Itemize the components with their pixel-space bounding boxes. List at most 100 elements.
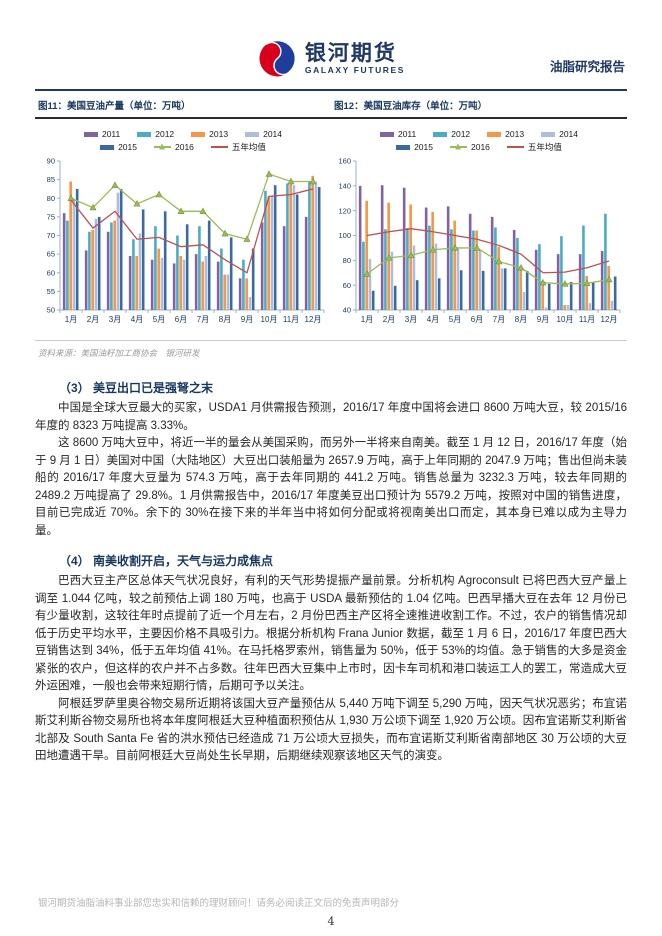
report-body: （3） 美豆出口已是强弩之末 中国是全球大豆最大的买家，USDA1 月供需报告预…: [35, 379, 627, 766]
legend-swatch: [396, 144, 411, 150]
legend-item: 2014: [245, 129, 282, 139]
legend-row: 2015 2016 五年均值: [396, 141, 562, 153]
svg-text:11月: 11月: [579, 315, 595, 324]
svg-text:1月: 1月: [361, 315, 373, 324]
fig11-title: 图11：美国豆油产量（单位：万吨）: [38, 101, 191, 112]
legend-item: 2016: [449, 141, 490, 153]
legend-item: 2015: [100, 141, 137, 153]
section-4-heading: （4） 南美收割开启，天气与运力成焦点: [59, 554, 274, 568]
svg-text:70: 70: [47, 231, 55, 240]
fig12-title: 图12：美国豆油库存（单位：万吨）: [334, 101, 488, 112]
fig11-legend: 2011 2012 2013 2014 2015 2016 五年均值: [35, 129, 331, 153]
svg-text:140: 140: [338, 181, 351, 190]
legend-line: [506, 146, 524, 148]
legend-label: 2014: [263, 129, 283, 139]
svg-text:2月: 2月: [383, 315, 395, 324]
galaxy-swirl-icon: [259, 39, 297, 77]
svg-text:7月: 7月: [493, 315, 505, 324]
legend-item: 2011: [83, 129, 120, 139]
svg-text:5月: 5月: [153, 315, 165, 324]
svg-text:2月: 2月: [87, 315, 99, 324]
svg-text:80: 80: [343, 256, 351, 265]
logo-text: 银河期货 GALAXY FUTURES: [304, 41, 406, 75]
legend-line-marker: [449, 143, 467, 150]
legend-swatch: [137, 131, 152, 137]
svg-text:5月: 5月: [449, 315, 461, 324]
legend-label: 2014: [559, 129, 579, 139]
svg-text:60: 60: [343, 281, 351, 290]
section-4-paragraph-1: 巴西大豆主产区总体天气状况良好，有利的天气形势提振产量前景。分析机构 Agroc…: [35, 575, 627, 692]
chart-plot: 50 55 60 65 70 75 80 85 90 1月 2月 3月 4月 5月 6月 7月 8月 9月 10月 1…: [47, 157, 325, 324]
legend-swatch: [83, 131, 98, 137]
logo-english-name: GALAXY FUTURES: [304, 64, 406, 75]
svg-text:4月: 4月: [131, 315, 143, 324]
legend-label: 五年均值: [527, 142, 562, 152]
svg-text:1月: 1月: [65, 315, 77, 324]
legend-item: 2012: [137, 129, 174, 139]
legend-swatch: [191, 131, 206, 137]
legend-label: 2016: [470, 142, 490, 152]
legend-item: 2016: [153, 141, 194, 153]
page-number: 4: [327, 915, 335, 928]
triangle-marker-icon: [159, 143, 166, 150]
svg-text:9月: 9月: [537, 315, 549, 324]
svg-text:4月: 4月: [427, 315, 439, 324]
galaxy-futures-logo: 银河期货 GALAXY FUTURES: [257, 38, 405, 79]
legend-item: 2015: [396, 141, 433, 153]
legend-label: 2012: [451, 129, 471, 139]
svg-text:12月: 12月: [305, 315, 322, 324]
legend-line: [210, 146, 228, 148]
legend-label: 2016: [174, 142, 194, 152]
footer-disclaimer: 银河期货油脂油料事业部您忠实和信赖的理财顾问！请务必阅读正文后的免责声明部分: [38, 898, 400, 909]
report-type-label: 油脂研究报告: [549, 60, 625, 74]
legend-item: 2012: [433, 129, 470, 139]
svg-text:55: 55: [47, 287, 55, 296]
legend-label: 五年均值: [231, 142, 266, 152]
svg-text:3月: 3月: [109, 315, 121, 324]
legend-swatch: [100, 144, 115, 150]
legend-item: 五年均值: [210, 141, 266, 153]
section-3-paragraph-2: 这 8600 万吨大豆中，将近一半的量会从美国采购，而另外一半将来自南美。截至 …: [35, 437, 627, 537]
svg-text:10月: 10月: [557, 315, 574, 324]
legend-label: 2012: [155, 129, 175, 139]
fig12-legend: 2011 2012 2013 2014 2015 2016 五年均值: [331, 129, 627, 153]
svg-text:9月: 9月: [241, 315, 253, 324]
legend-swatch: [245, 131, 260, 137]
legend-label: 2011: [397, 129, 417, 139]
section-3-heading: （3） 美豆出口已是强弩之末: [59, 381, 214, 395]
legend-swatch: [541, 131, 556, 137]
svg-text:40: 40: [343, 306, 351, 315]
legend-item: 2013: [487, 129, 524, 139]
source-note: 资料来源：美国油籽加工商协会 银河研发: [38, 348, 200, 358]
svg-text:11月: 11月: [283, 315, 299, 324]
triangle-marker-icon: [455, 143, 462, 150]
legend-swatch: [379, 131, 394, 137]
svg-text:75: 75: [47, 212, 55, 221]
legend-row: 2011 2012 2013 2014: [83, 129, 282, 139]
report-header: 银河期货 GALAXY FUTURES 油脂研究报告: [35, 0, 627, 91]
svg-text:90: 90: [47, 157, 55, 166]
svg-text:10月: 10月: [261, 315, 278, 324]
legend-item: 五年均值: [506, 141, 562, 153]
svg-text:80: 80: [47, 194, 55, 203]
svg-text:8月: 8月: [515, 315, 527, 324]
legend-label: 2013: [505, 129, 525, 139]
legend-item: 2014: [541, 129, 578, 139]
svg-text:12月: 12月: [601, 315, 618, 324]
svg-text:7月: 7月: [197, 315, 209, 324]
svg-text:160: 160: [338, 157, 351, 166]
svg-text:8月: 8月: [219, 315, 231, 324]
svg-text:6月: 6月: [471, 315, 483, 324]
legend-label: 2015: [118, 142, 137, 152]
chart-area: 2011 2012 2013 2014 2015 2016 五年均值 50 55 60 65 70 7…: [35, 119, 627, 341]
section-3-paragraph-1: 中国是全球大豆最大的买家，USDA1 月供需报告预测，2016/17 年度中国将…: [35, 402, 627, 432]
legend-item: 2011: [379, 129, 417, 139]
logo-chinese-name: 银河期货: [304, 41, 397, 65]
svg-text:65: 65: [47, 250, 55, 259]
legend-row: 2015 2016 五年均值: [100, 141, 266, 153]
legend-row: 2011 2012 2013 2014: [379, 129, 578, 139]
legend-swatch: [433, 131, 448, 137]
legend-label: 2013: [209, 129, 229, 139]
svg-text:6月: 6月: [175, 315, 187, 324]
